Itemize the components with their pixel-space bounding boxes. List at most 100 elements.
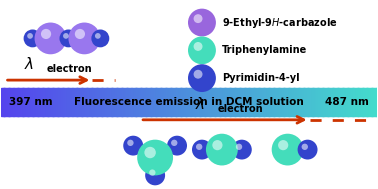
Bar	[175, 88, 177, 116]
Bar	[127, 88, 129, 116]
Bar	[273, 88, 275, 116]
Bar	[150, 88, 152, 116]
Bar	[298, 88, 300, 116]
Circle shape	[127, 140, 133, 146]
Bar	[372, 88, 374, 116]
Bar	[200, 88, 202, 116]
Text: $\lambda$: $\lambda$	[195, 96, 205, 112]
Bar	[179, 88, 181, 116]
Bar	[147, 88, 149, 116]
Circle shape	[194, 14, 203, 23]
Text: Fluorescence emission in DCM solution: Fluorescence emission in DCM solution	[74, 97, 304, 107]
Bar	[325, 88, 326, 116]
Circle shape	[212, 140, 223, 150]
Bar	[178, 88, 180, 116]
Bar	[284, 88, 286, 116]
Bar	[209, 88, 211, 116]
Bar	[133, 88, 134, 116]
Bar	[280, 88, 282, 116]
Circle shape	[91, 29, 109, 47]
Bar	[80, 88, 82, 116]
Bar	[110, 88, 112, 116]
Bar	[356, 88, 358, 116]
Bar	[193, 88, 195, 116]
Bar	[172, 88, 173, 116]
Bar	[169, 88, 171, 116]
Bar	[291, 88, 293, 116]
Bar	[126, 88, 128, 116]
Circle shape	[232, 140, 252, 160]
Bar	[306, 88, 307, 116]
Circle shape	[167, 136, 187, 156]
Circle shape	[302, 144, 308, 150]
Circle shape	[75, 29, 85, 39]
Bar	[72, 88, 74, 116]
Bar	[373, 88, 375, 116]
Bar	[141, 88, 143, 116]
Bar	[307, 88, 309, 116]
Bar	[75, 88, 76, 116]
Bar	[303, 88, 305, 116]
Bar	[135, 88, 137, 116]
Bar	[233, 88, 235, 116]
Bar	[12, 88, 14, 116]
Bar	[160, 88, 162, 116]
Bar	[121, 88, 123, 116]
Bar	[249, 88, 251, 116]
Bar	[357, 88, 359, 116]
Bar	[2, 88, 4, 116]
Bar	[159, 88, 161, 116]
Bar	[311, 88, 313, 116]
Bar	[235, 88, 237, 116]
Bar	[314, 88, 316, 116]
Bar	[70, 88, 71, 116]
Bar	[27, 88, 29, 116]
Bar	[258, 88, 260, 116]
Bar	[125, 88, 127, 116]
Bar	[38, 88, 40, 116]
Bar	[350, 88, 352, 116]
Bar	[173, 88, 174, 116]
Bar	[331, 88, 333, 116]
Bar	[79, 88, 80, 116]
Bar	[180, 88, 182, 116]
Bar	[149, 88, 150, 116]
Bar	[335, 88, 336, 116]
Bar	[76, 88, 78, 116]
Bar	[332, 88, 334, 116]
Bar	[31, 88, 33, 116]
Bar	[220, 88, 222, 116]
Bar	[305, 88, 306, 116]
Bar	[53, 88, 55, 116]
Bar	[248, 88, 250, 116]
Bar	[188, 88, 189, 116]
Bar	[190, 88, 192, 116]
Bar	[266, 88, 267, 116]
Bar	[107, 88, 109, 116]
Circle shape	[144, 147, 156, 158]
Bar	[297, 88, 299, 116]
Bar	[195, 88, 197, 116]
Bar	[25, 88, 26, 116]
Bar	[7, 88, 9, 116]
Bar	[270, 88, 271, 116]
Bar	[294, 88, 296, 116]
Bar	[183, 88, 184, 116]
Bar	[247, 88, 248, 116]
Bar	[343, 88, 345, 116]
Bar	[95, 88, 97, 116]
Bar	[227, 88, 228, 116]
Bar	[66, 88, 68, 116]
Bar	[358, 88, 360, 116]
Bar	[310, 88, 311, 116]
Bar	[50, 88, 51, 116]
Bar	[155, 88, 157, 116]
Bar	[154, 88, 156, 116]
Bar	[349, 88, 350, 116]
Bar	[98, 88, 99, 116]
Bar	[73, 88, 75, 116]
Bar	[165, 88, 167, 116]
Bar	[40, 88, 41, 116]
Bar	[337, 88, 339, 116]
Text: 397 nm: 397 nm	[9, 97, 52, 107]
